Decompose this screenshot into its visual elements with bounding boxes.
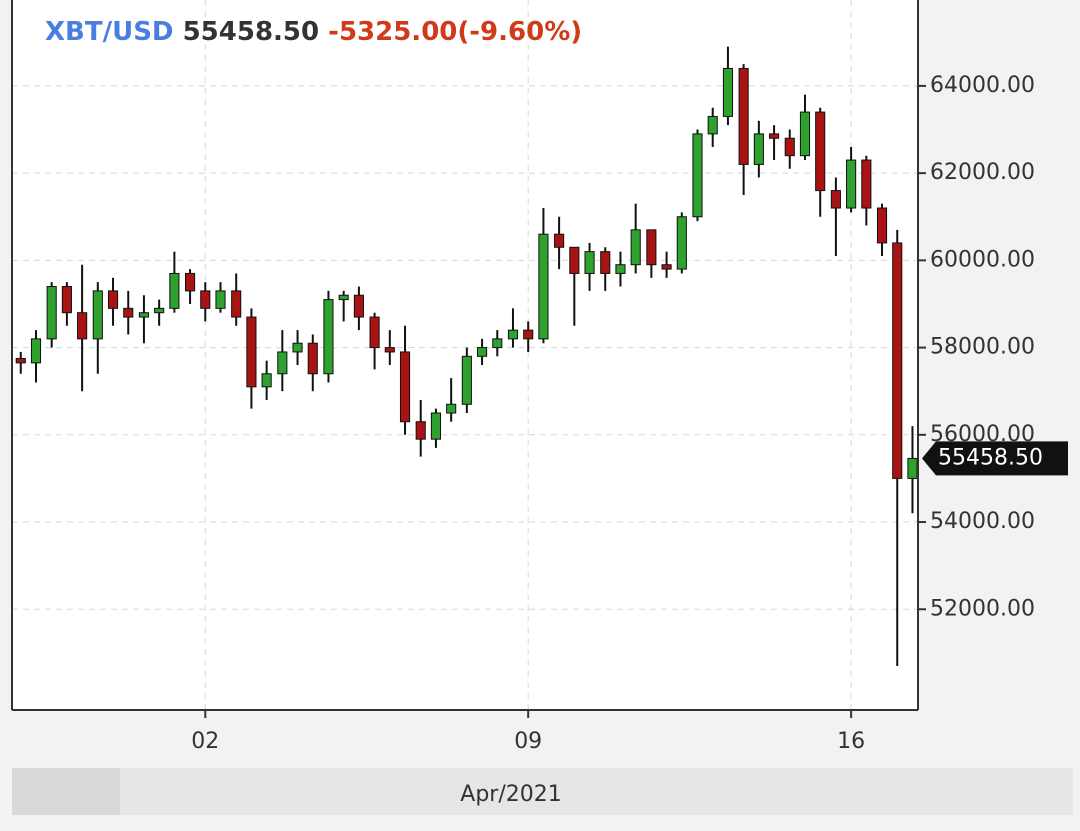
candle-body [461,355,472,405]
x-tick-label: 09 [514,729,542,754]
candle-body [646,229,657,266]
axes: 52000.0054000.0056000.0058000.0060000.00… [191,73,1068,754]
last-price: 55458.50 [183,17,320,47]
price-change: -5325.00(-9.60%) [328,17,582,47]
candle-body [215,290,226,309]
candle-body [861,159,872,209]
plot-area [12,0,918,710]
candle-body [600,251,611,274]
candle-body [369,316,380,349]
x-axis-label: Apr/2021 [460,782,561,807]
candle-body [123,307,134,318]
y-tick-label: 60000.00 [930,247,1035,272]
candle-body [307,342,318,375]
y-tick-label: 62000.00 [930,160,1035,185]
candle-body [876,207,888,244]
candle-body [784,137,795,157]
candle-body [323,299,334,375]
candle-body [892,242,903,479]
x-tick-label: 02 [191,729,219,754]
symbol: XBT/USD [45,17,174,47]
last-price-label: 55458.50 [938,445,1043,470]
candle-body [615,264,626,274]
candle-body [77,312,88,340]
candle-body [738,67,749,165]
candle-body [154,307,165,314]
candle-body [61,286,72,314]
candle-body [676,216,687,270]
candle-body [538,233,549,340]
candle-body [169,272,180,309]
candle-body [15,357,26,364]
candle-body [846,159,857,209]
candle-body [399,351,411,423]
grid [12,0,918,710]
candle-body [692,133,703,218]
candle-body [769,133,780,139]
candle-body [138,312,149,318]
candle-body [630,229,641,266]
y-tick-label: 54000.00 [930,509,1035,534]
candle-body [415,421,426,440]
candle-body [338,294,349,301]
candle-body [722,67,734,117]
candle-body [184,272,196,292]
candle-body [277,351,288,375]
candle-body [569,246,580,274]
candle-body [584,251,595,274]
candle-body [907,457,918,479]
candle-body [477,347,488,357]
candle-body [492,338,503,349]
chart-header: XBT/USD 55458.50 -5325.00(-9.60%) [45,17,582,47]
y-tick-label: 52000.00 [930,596,1035,621]
y-tick-label: 64000.00 [930,73,1035,98]
candle-body [830,190,841,209]
candle-body [707,115,718,135]
candle-body [261,373,272,388]
last-price-tag [922,441,1068,476]
range-handle[interactable] [12,768,120,815]
candle-body [231,290,242,318]
candle-body [753,133,764,165]
candle-body [523,329,534,340]
candle-body [30,338,42,364]
candle-body [92,290,103,340]
range-bar[interactable] [12,768,1073,815]
candle-body [799,111,811,157]
candle-body [46,286,57,340]
x-tick-label: 16 [837,729,865,754]
candle-body [384,347,395,353]
y-tick-label: 58000.00 [930,335,1035,360]
candle-body [107,290,119,309]
candles [15,46,918,666]
candle-body [353,294,364,318]
candle-body [430,412,442,440]
candle-body [507,329,519,340]
candle-body [246,316,257,388]
candle-body [554,233,565,248]
candle-body [446,403,457,414]
candle-body [200,290,211,309]
candle-body [292,342,303,353]
candle-body [661,264,672,270]
candle-body [815,111,826,192]
